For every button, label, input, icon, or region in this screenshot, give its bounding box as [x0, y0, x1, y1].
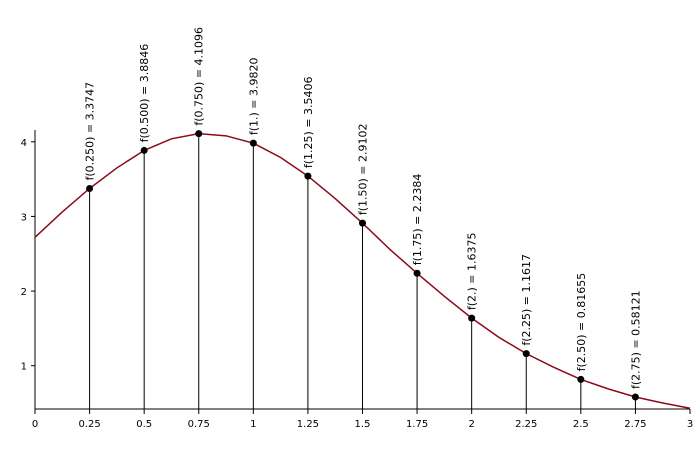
x-tick-label: 1	[250, 419, 256, 430]
point	[304, 172, 312, 180]
point-label: f(2.50) = 0.81655	[575, 273, 588, 372]
x-tick-label: 2	[468, 419, 474, 430]
x-tick-label: 3	[687, 419, 693, 430]
x-tick-label: 1.25	[297, 419, 319, 430]
point	[577, 375, 585, 383]
point-label: f(2.25) = 1.1617	[520, 254, 533, 346]
y-tick-label: 1	[21, 362, 27, 373]
point-label: f(1.50) = 2.9102	[357, 123, 370, 215]
point	[86, 184, 94, 192]
x-tick-label: 1.5	[355, 419, 371, 430]
x-tick-label: 2.75	[624, 419, 646, 430]
y-tick-label: 2	[21, 287, 27, 298]
point	[140, 146, 148, 154]
point-label: f(0.250) = 3.3747	[84, 82, 97, 181]
point-label: f(0.500) = 3.8846	[138, 44, 151, 143]
point	[631, 393, 639, 401]
point-label: f(1.75) = 2.2384	[411, 174, 424, 266]
point	[249, 139, 257, 147]
point	[195, 130, 203, 138]
x-tick-label: 2.25	[515, 419, 537, 430]
y-tick-label: 3	[21, 212, 27, 223]
x-tick-label: 2.5	[573, 419, 589, 430]
x-tick-label: 0.75	[188, 419, 210, 430]
point-label: f(1.25) = 3.5406	[302, 76, 315, 168]
point	[468, 314, 476, 322]
point	[522, 350, 530, 358]
point	[359, 219, 366, 227]
x-tick-label: 1.75	[406, 419, 428, 430]
point-label: f(0.750) = 4.1096	[193, 27, 206, 126]
x-tick-label: 0	[32, 419, 38, 430]
y-tick-label: 4	[21, 138, 27, 149]
point	[413, 269, 421, 277]
x-tick-label: 0.5	[136, 419, 152, 430]
x-tick-label: 0.25	[78, 419, 100, 430]
point-label: f(2.) = 1.6375	[466, 232, 479, 310]
point-label: f(1.) = 3.9820	[247, 57, 260, 135]
point-label: f(2.75) = 0.58121	[629, 290, 642, 389]
